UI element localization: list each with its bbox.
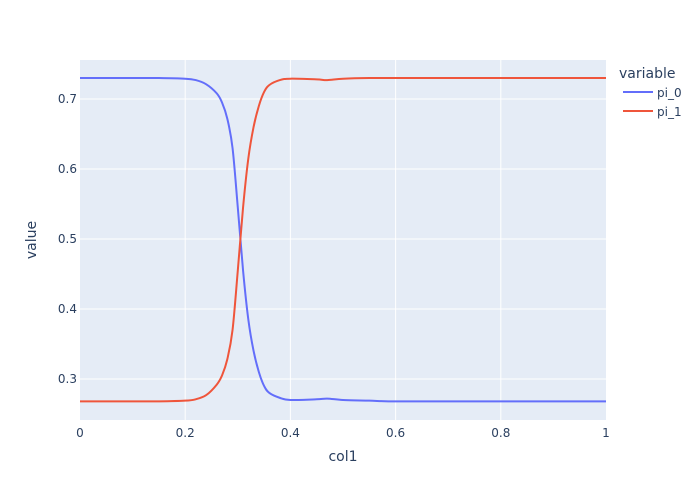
series-line-pi_1: [80, 76, 606, 403]
legend-title: variable: [619, 66, 675, 82]
legend-label: pi_1: [657, 105, 682, 119]
legend-label: pi_0: [657, 86, 682, 100]
y-tick-label: 0.5: [58, 232, 77, 246]
y-tick-label: 0.6: [58, 162, 77, 176]
y-tick-label: 0.7: [58, 92, 77, 106]
y-tick-label: 0.4: [58, 302, 77, 316]
y-tick-label: 0.3: [58, 372, 77, 386]
x-tick-label: 0.8: [491, 426, 510, 440]
y-axis-label: value: [24, 221, 40, 259]
x-tick-label: 0.4: [281, 426, 300, 440]
x-tick-label: 0.2: [176, 426, 195, 440]
x-tick-label: 1: [602, 426, 610, 440]
legend-item-pi_0[interactable]: pi_0: [623, 86, 682, 100]
x-axis-label: col1: [328, 449, 357, 465]
x-tick-label: 0.6: [386, 426, 405, 440]
plot-area: [80, 60, 606, 420]
legend: variable pi_0 pi_1: [619, 66, 682, 119]
series-line-pi_0: [80, 76, 606, 403]
x-tick-label: 0: [76, 426, 84, 440]
legend-item-pi_1[interactable]: pi_1: [623, 105, 682, 119]
